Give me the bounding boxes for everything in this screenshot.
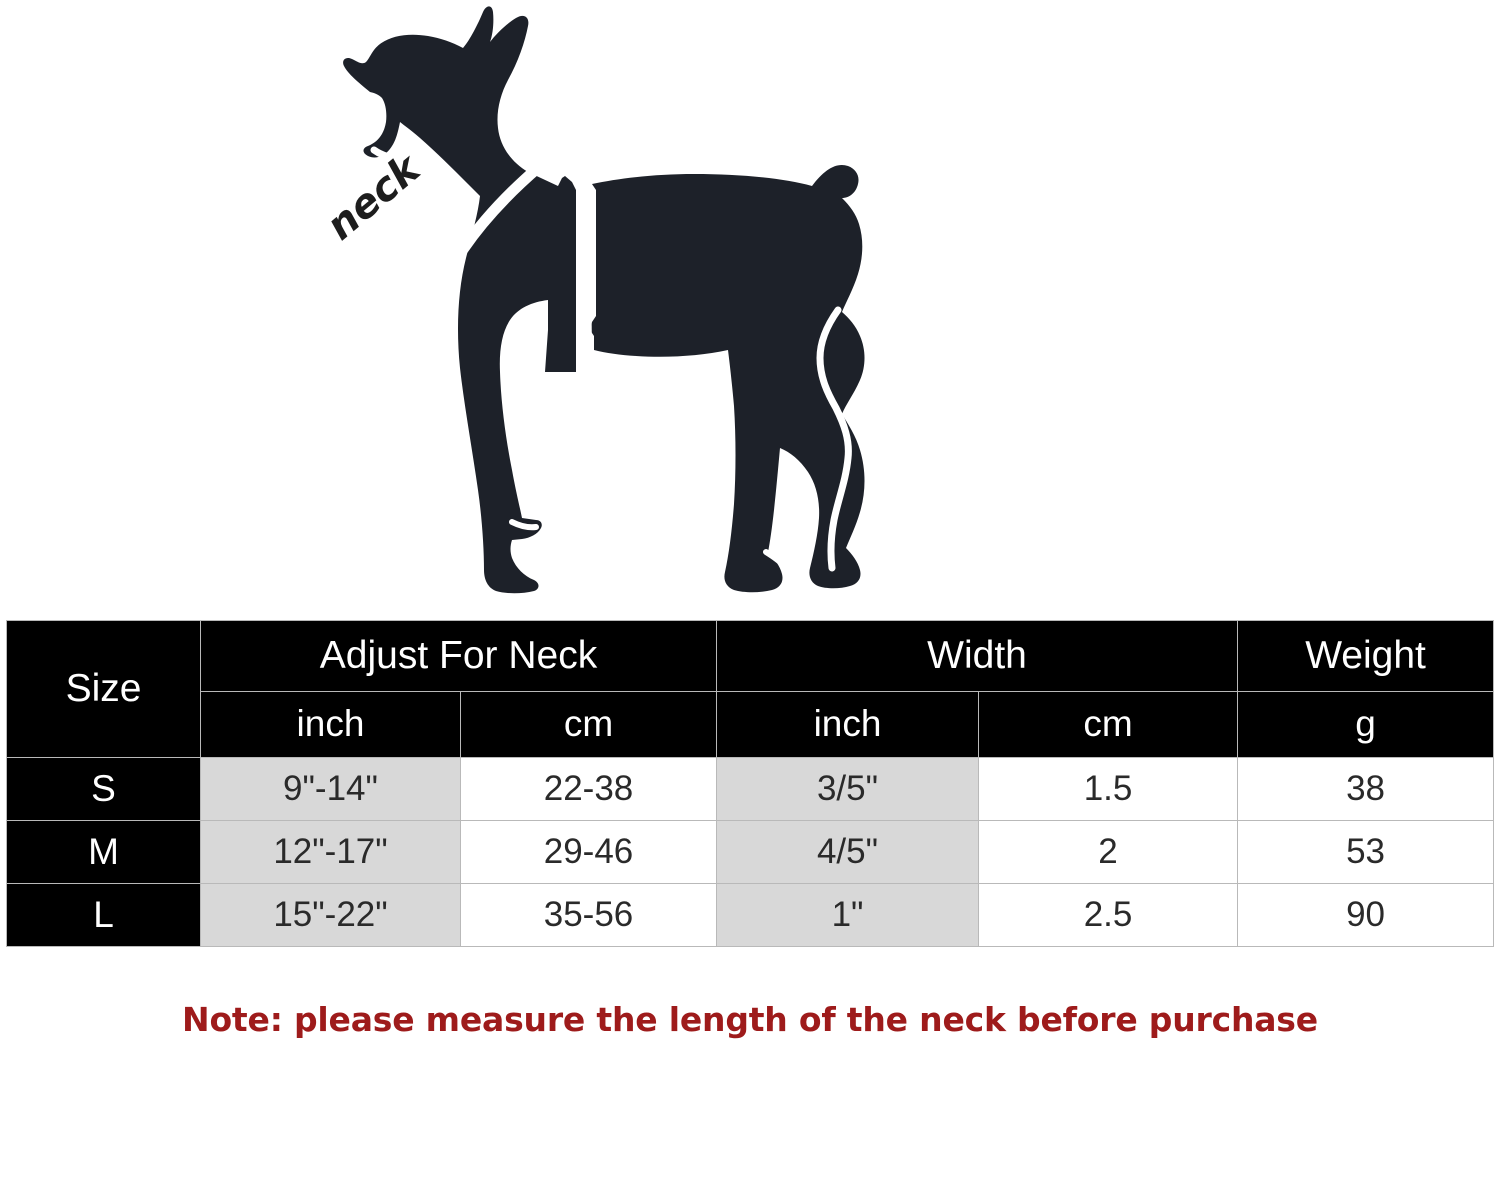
cell-neck-inch: 15"-22" xyxy=(200,883,461,947)
purchase-note: Note: please measure the length of the n… xyxy=(182,1000,1318,1039)
dog-size-illustration: neck xyxy=(318,6,865,594)
cell-neck-inch: 9"-14" xyxy=(200,757,461,821)
cell-size: L xyxy=(6,883,201,947)
dog-silhouette-icon xyxy=(343,6,865,594)
header-weight-g: g xyxy=(1237,691,1495,758)
cell-weight-g: 90 xyxy=(1237,883,1495,947)
cell-width-cm: 2 xyxy=(978,820,1239,884)
cell-neck-cm: 35-56 xyxy=(459,883,718,947)
cell-width-cm: 2.5 xyxy=(978,883,1239,947)
cell-width-inch: 1" xyxy=(716,883,980,947)
cell-neck-cm: 22-38 xyxy=(459,757,718,821)
table-row: L 15"-22" 35-56 1" 2.5 90 xyxy=(6,883,1495,947)
table-header-row-groups: Size Adjust For Neck Width Weight xyxy=(6,620,1495,758)
size-chart-table: Size Adjust For Neck Width Weight inch c… xyxy=(6,620,1495,947)
header-width: Width xyxy=(716,620,1239,692)
table-header-row-units: inch cm inch cm g xyxy=(7,691,1495,758)
header-width-cm: cm xyxy=(978,691,1239,758)
header-adjust-for-neck: Adjust For Neck xyxy=(199,620,718,692)
header-neck-cm: cm xyxy=(459,691,718,758)
header-weight: Weight xyxy=(1237,620,1495,692)
table-row: S 9"-14" 22-38 3/5" 1.5 38 xyxy=(6,757,1495,821)
cell-size: S xyxy=(6,757,201,821)
cell-width-cm: 1.5 xyxy=(978,757,1239,821)
cell-width-inch: 3/5" xyxy=(716,757,980,821)
header-neck-inch: inch xyxy=(200,691,461,758)
header-size: Size xyxy=(6,620,201,758)
cell-size: M xyxy=(6,820,201,884)
cell-neck-inch: 12"-17" xyxy=(200,820,461,884)
cell-weight-g: 38 xyxy=(1237,757,1495,821)
table-row: M 12"-17" 29-46 4/5" 2 53 xyxy=(6,820,1495,884)
cell-width-inch: 4/5" xyxy=(716,820,980,884)
cell-weight-g: 53 xyxy=(1237,820,1495,884)
cell-neck-cm: 29-46 xyxy=(459,820,718,884)
header-width-inch: inch xyxy=(716,691,980,758)
